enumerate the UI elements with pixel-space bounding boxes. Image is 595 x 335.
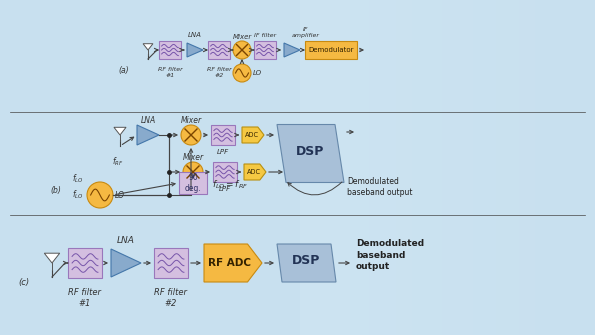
Polygon shape [277,244,336,282]
Text: DSP: DSP [292,255,320,268]
Circle shape [183,162,203,182]
Polygon shape [187,43,203,57]
Text: LNA: LNA [117,236,135,245]
Bar [211,125,235,145]
Polygon shape [44,253,60,263]
Text: IF
amplifier: IF amplifier [292,27,320,38]
Text: RF filter
#2: RF filter #2 [155,288,187,308]
Text: (c): (c) [18,278,29,287]
Bar [254,41,276,59]
Text: 90
deg.: 90 deg. [184,173,201,193]
Text: Demodulated
baseband output: Demodulated baseband output [347,177,412,197]
Text: RF filter
#1: RF filter #1 [68,288,102,308]
Text: LO: LO [253,70,262,76]
Text: Demodulated
baseband
output: Demodulated baseband output [356,240,424,271]
Circle shape [87,182,113,208]
Polygon shape [137,125,159,145]
Text: LNA: LNA [188,32,202,38]
Polygon shape [204,244,262,282]
Text: LNA: LNA [140,116,156,125]
Polygon shape [277,125,344,183]
Text: Mixer: Mixer [180,116,202,125]
Text: RF filter
#2: RF filter #2 [206,67,231,78]
Bar [68,248,102,278]
Text: $f_{RF}$: $f_{RF}$ [112,155,124,168]
Text: $f_{LO}$: $f_{LO}$ [73,189,84,201]
Text: ADC: ADC [247,169,261,175]
Text: DSP: DSP [296,145,324,158]
Bar [154,248,188,278]
Text: IF filter: IF filter [254,33,276,38]
Text: LPF: LPF [219,186,231,192]
Bar [208,41,230,59]
Polygon shape [114,127,126,135]
Polygon shape [284,43,300,57]
Text: RF ADC: RF ADC [208,258,252,268]
Polygon shape [143,44,153,50]
Text: Mixer: Mixer [233,34,252,40]
Bar [159,41,181,59]
Bar [213,162,237,182]
Polygon shape [244,164,266,180]
Polygon shape [111,249,141,277]
Circle shape [233,64,251,82]
Text: $f_{LO} = f_{RF}$: $f_{LO} = f_{RF}$ [212,179,248,191]
Polygon shape [242,127,264,143]
Circle shape [181,125,201,145]
Text: LO: LO [115,191,125,200]
Text: LPF: LPF [217,149,229,155]
Text: ADC: ADC [245,132,259,138]
Text: (a): (a) [118,67,129,75]
Text: RF filter
#1: RF filter #1 [158,67,183,78]
Text: Mixer: Mixer [183,153,203,162]
Circle shape [233,41,251,59]
Bar [305,41,357,59]
Text: $f_{LO}$: $f_{LO}$ [73,173,84,185]
Text: Demodulator: Demodulator [308,47,354,53]
Text: (b): (b) [50,186,61,195]
Bar [179,172,207,194]
